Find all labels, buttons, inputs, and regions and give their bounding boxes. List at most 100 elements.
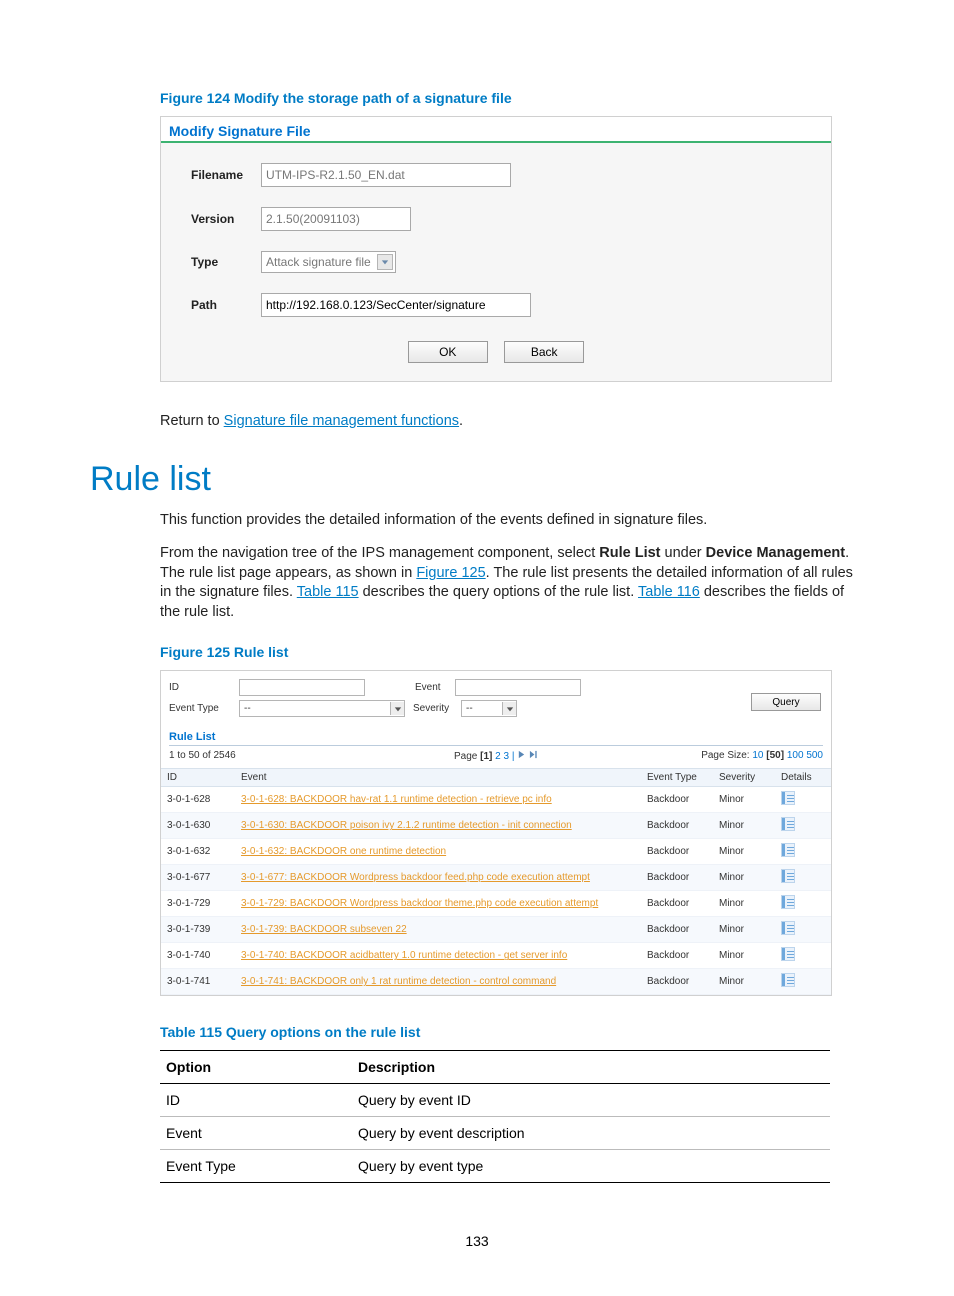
filter-severity-select[interactable]: -- — [461, 700, 517, 717]
cell-id: 3-0-1-632 — [161, 839, 235, 865]
details-icon[interactable] — [781, 791, 795, 805]
back-button[interactable]: Back — [504, 341, 584, 363]
cell-sev: Minor — [713, 813, 775, 839]
section-heading-rule-list: Rule list — [90, 460, 864, 499]
event-link[interactable]: 3-0-1-628: BACKDOOR hav-rat 1.1 runtime … — [241, 794, 552, 805]
filter-label-id: ID — [169, 682, 239, 693]
details-icon[interactable] — [781, 947, 795, 961]
body-p1: This function provides the detailed info… — [160, 511, 864, 531]
cell-type: Backdoor — [641, 787, 713, 813]
page-number: 133 — [90, 1233, 864, 1249]
pager: Page [1] 2 3 | — [454, 750, 538, 762]
col-event-type[interactable]: Event Type — [641, 769, 713, 787]
cell-type: Backdoor — [641, 891, 713, 917]
event-link[interactable]: 3-0-1-739: BACKDOOR subseven 22 — [241, 924, 407, 935]
cell-sev: Minor — [713, 917, 775, 943]
t115-col-option: Option — [160, 1051, 352, 1084]
page-numbers[interactable]: 2 3 | — [492, 751, 517, 762]
cell-type: Backdoor — [641, 917, 713, 943]
figure124-caption: Figure 124 Modify the storage path of a … — [160, 90, 864, 106]
details-icon[interactable] — [781, 843, 795, 857]
modify-signature-file-panel: Modify Signature File Filename Version T… — [160, 116, 832, 382]
table115-caption: Table 115 Query options on the rule list — [160, 1024, 864, 1040]
version-input[interactable] — [261, 207, 411, 231]
filter-id-input[interactable] — [239, 679, 365, 696]
col-id[interactable]: ID — [161, 769, 235, 787]
details-icon[interactable] — [781, 817, 795, 831]
chevron-down-icon — [390, 702, 404, 715]
last-page-icon[interactable] — [529, 751, 538, 762]
filename-input[interactable] — [261, 163, 511, 187]
filter-label-severity: Severity — [413, 703, 461, 714]
query-button[interactable]: Query — [751, 693, 821, 711]
filter-label-event-type: Event Type — [169, 703, 239, 714]
cell-option: ID — [160, 1084, 352, 1117]
next-page-icon[interactable] — [517, 751, 526, 762]
cell-option: Event Type — [160, 1150, 352, 1183]
details-icon[interactable] — [781, 869, 795, 883]
type-select[interactable]: Attack signature file — [261, 251, 396, 273]
page-size-50: [50] — [766, 750, 784, 761]
page-size-500[interactable]: 500 — [806, 750, 823, 761]
label-filename: Filename — [191, 168, 261, 182]
table116-link[interactable]: Table 116 — [638, 584, 700, 600]
filter-event-input[interactable] — [455, 679, 581, 696]
table-row: EventQuery by event description — [160, 1117, 830, 1150]
t115-col-desc: Description — [352, 1051, 830, 1084]
row-filename: Filename — [191, 163, 831, 187]
cell-sev: Minor — [713, 891, 775, 917]
filter-severity-value: -- — [466, 703, 473, 714]
event-link[interactable]: 3-0-1-632: BACKDOOR one runtime detectio… — [241, 846, 446, 857]
row-path: Path — [191, 293, 831, 317]
page-current: [1] — [480, 751, 492, 762]
table-row: IDQuery by event ID — [160, 1084, 830, 1117]
col-event[interactable]: Event — [235, 769, 641, 787]
filter-event-type-value: -- — [244, 703, 251, 714]
cell-desc: Query by event type — [352, 1150, 830, 1183]
details-icon[interactable] — [781, 895, 795, 909]
return-prefix: Return to — [160, 413, 224, 429]
label-type: Type — [191, 255, 261, 269]
cell-type: Backdoor — [641, 969, 713, 995]
table115-link[interactable]: Table 115 — [297, 584, 359, 600]
table-row: Event TypeQuery by event type — [160, 1150, 830, 1183]
table-row: 3-0-1-677 3-0-1-677: BACKDOOR Wordpress b… — [161, 865, 831, 891]
row-type: Type Attack signature file — [191, 251, 831, 273]
cell-desc: Query by event description — [352, 1117, 830, 1150]
return-paragraph: Return to Signature file management func… — [160, 412, 864, 432]
event-link[interactable]: 3-0-1-677: BACKDOOR Wordpress backdoor f… — [241, 872, 590, 883]
page-size-100[interactable]: 100 — [787, 750, 804, 761]
event-link[interactable]: 3-0-1-630: BACKDOOR poison ivy 2.1.2 run… — [241, 820, 572, 831]
return-suffix: . — [459, 413, 463, 429]
cell-type: Backdoor — [641, 813, 713, 839]
path-input[interactable] — [261, 293, 531, 317]
table-row: 3-0-1-7413-0-1-741: BACKDOOR only 1 rat … — [161, 969, 831, 995]
filter-event-type-select[interactable]: -- — [239, 700, 405, 717]
chevron-down-icon — [377, 254, 393, 270]
panel-title: Modify Signature File — [161, 117, 831, 143]
details-icon[interactable] — [781, 973, 795, 987]
cell-desc: Query by event ID — [352, 1084, 830, 1117]
cell-id: 3-0-1-677 — [161, 865, 235, 891]
event-link[interactable]: 3-0-1-729: BACKDOOR Wordpress backdoor t… — [241, 898, 598, 909]
signature-mgmt-link[interactable]: Signature file management functions — [224, 413, 459, 429]
event-link[interactable]: 3-0-1-741: BACKDOOR only 1 rat runtime d… — [241, 976, 556, 987]
row-version: Version — [191, 207, 831, 231]
table-row: 3-0-1-632 3-0-1-632: BACKDOOR one runtime… — [161, 839, 831, 865]
table-row: 3-0-1-6303-0-1-630: BACKDOOR poison ivy … — [161, 813, 831, 839]
cell-id: 3-0-1-628 — [161, 787, 235, 813]
rule-list-table: ID Event Event Type Severity Details 3-0… — [161, 769, 831, 995]
details-icon[interactable] — [781, 921, 795, 935]
col-severity[interactable]: Severity — [713, 769, 775, 787]
cell-sev: Minor — [713, 943, 775, 969]
table-row: 3-0-1-7293-0-1-729: BACKDOOR Wordpress b… — [161, 891, 831, 917]
cell-option: Event — [160, 1117, 352, 1150]
cell-type: Backdoor — [641, 839, 713, 865]
ok-button[interactable]: OK — [408, 341, 488, 363]
figure125-link[interactable]: Figure 125 — [416, 565, 485, 581]
page-size-10[interactable]: 10 — [752, 750, 763, 761]
cell-id: 3-0-1-740 — [161, 943, 235, 969]
label-path: Path — [191, 298, 261, 312]
type-select-value: Attack signature file — [266, 255, 371, 269]
event-link[interactable]: 3-0-1-740: BACKDOOR acidbattery 1.0 runt… — [241, 950, 567, 961]
